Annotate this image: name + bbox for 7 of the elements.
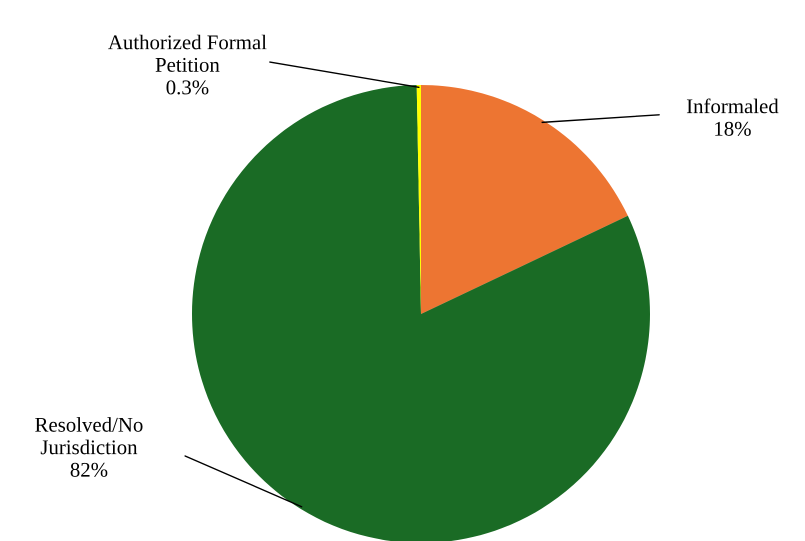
data-label: 0.3% bbox=[166, 80, 208, 94]
slice-label: Resolved/No Jurisdiction bbox=[35, 417, 143, 454]
slice-label: Authorized Formal Petition bbox=[108, 34, 267, 72]
slice-label: Informaled bbox=[686, 98, 778, 114]
pie-slice bbox=[421, 85, 628, 314]
data-label: 82% bbox=[70, 462, 108, 477]
data-label: 18% bbox=[715, 122, 751, 136]
